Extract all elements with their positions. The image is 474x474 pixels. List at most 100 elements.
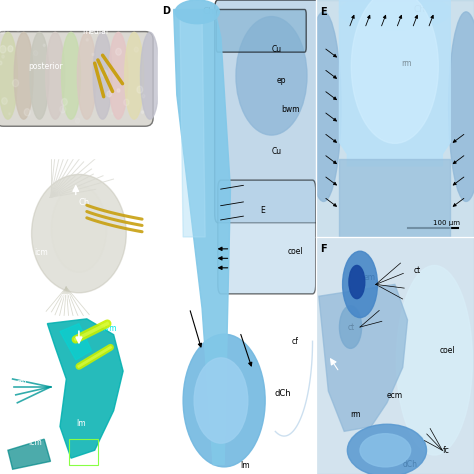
Text: D: D	[163, 6, 171, 16]
Ellipse shape	[102, 70, 108, 77]
Ellipse shape	[306, 12, 341, 201]
Ellipse shape	[339, 306, 362, 348]
Ellipse shape	[194, 358, 248, 443]
Text: fc: fc	[442, 446, 449, 455]
Ellipse shape	[0, 32, 18, 119]
Text: 100 µm: 100 µm	[433, 220, 460, 226]
Ellipse shape	[137, 86, 143, 93]
Ellipse shape	[24, 109, 30, 116]
Ellipse shape	[14, 32, 33, 119]
Polygon shape	[339, 0, 450, 166]
Polygon shape	[339, 159, 450, 237]
Ellipse shape	[43, 44, 46, 46]
Ellipse shape	[77, 32, 96, 119]
Ellipse shape	[60, 106, 66, 113]
Text: dCh: dCh	[274, 389, 291, 398]
Text: Ch: Ch	[79, 198, 90, 207]
Ellipse shape	[93, 32, 112, 119]
Text: rm: rm	[16, 378, 26, 387]
Polygon shape	[47, 319, 123, 458]
Ellipse shape	[62, 32, 81, 119]
Ellipse shape	[111, 112, 113, 115]
Ellipse shape	[51, 185, 107, 272]
Ellipse shape	[0, 46, 6, 53]
Ellipse shape	[175, 0, 219, 24]
Text: bwm: bwm	[98, 324, 116, 333]
Ellipse shape	[107, 91, 111, 97]
Ellipse shape	[92, 53, 94, 56]
Text: E: E	[320, 7, 327, 17]
Ellipse shape	[449, 12, 474, 201]
Ellipse shape	[9, 113, 10, 115]
Text: cf: cf	[292, 337, 299, 346]
Ellipse shape	[347, 424, 427, 474]
Ellipse shape	[34, 51, 38, 55]
Polygon shape	[8, 439, 51, 469]
Ellipse shape	[140, 32, 159, 119]
Text: rm: rm	[60, 292, 71, 301]
FancyBboxPatch shape	[215, 0, 319, 223]
Text: rm: rm	[350, 410, 361, 419]
Polygon shape	[316, 0, 474, 237]
Ellipse shape	[142, 94, 145, 98]
Text: ct: ct	[414, 266, 421, 274]
Ellipse shape	[65, 25, 70, 30]
Ellipse shape	[236, 17, 307, 135]
Ellipse shape	[75, 118, 80, 123]
Ellipse shape	[124, 99, 129, 106]
Text: coel: coel	[287, 247, 303, 255]
Text: A: A	[5, 5, 12, 15]
Ellipse shape	[32, 174, 126, 293]
Text: ecm: ecm	[387, 392, 403, 400]
Ellipse shape	[46, 32, 65, 119]
Ellipse shape	[62, 99, 67, 106]
Polygon shape	[180, 9, 205, 237]
Ellipse shape	[1, 98, 7, 104]
Text: Ch: Ch	[202, 8, 214, 16]
Ellipse shape	[349, 265, 365, 299]
Text: lm: lm	[240, 461, 249, 470]
Text: E: E	[260, 207, 265, 215]
Text: icm: icm	[35, 248, 48, 257]
Ellipse shape	[16, 27, 20, 31]
Ellipse shape	[12, 80, 18, 87]
Text: 2 mm: 2 mm	[107, 300, 128, 306]
FancyBboxPatch shape	[0, 32, 153, 126]
Ellipse shape	[339, 0, 450, 30]
Ellipse shape	[396, 265, 473, 455]
Text: C: C	[5, 320, 12, 330]
Bar	[70, 439, 98, 465]
Text: rm: rm	[20, 172, 31, 181]
Text: ct: ct	[347, 323, 355, 331]
Text: medial: medial	[82, 27, 108, 36]
Ellipse shape	[86, 38, 88, 41]
Text: posterior: posterior	[28, 62, 63, 71]
Ellipse shape	[134, 47, 138, 52]
FancyBboxPatch shape	[216, 9, 306, 52]
Text: bwm: bwm	[281, 105, 300, 113]
Ellipse shape	[91, 24, 95, 29]
Text: icm: icm	[28, 438, 42, 447]
Ellipse shape	[109, 32, 128, 119]
Text: ep: ep	[276, 76, 286, 85]
Text: Cu: Cu	[272, 147, 282, 156]
Ellipse shape	[116, 48, 121, 55]
Text: F: F	[320, 244, 327, 254]
Ellipse shape	[360, 434, 410, 467]
Text: Cu: Cu	[272, 46, 282, 54]
Ellipse shape	[351, 0, 438, 143]
Ellipse shape	[117, 89, 120, 92]
Text: coel: coel	[439, 346, 455, 355]
Polygon shape	[319, 284, 408, 431]
Ellipse shape	[141, 111, 144, 113]
Text: lm: lm	[76, 419, 85, 428]
Ellipse shape	[183, 334, 265, 467]
Ellipse shape	[343, 251, 377, 318]
Text: rm: rm	[401, 60, 412, 68]
Text: 2 mm: 2 mm	[107, 142, 128, 148]
Text: Ch: Ch	[414, 5, 426, 14]
Ellipse shape	[0, 28, 5, 34]
Polygon shape	[173, 9, 230, 465]
Ellipse shape	[30, 32, 49, 119]
Text: B: B	[5, 163, 12, 173]
